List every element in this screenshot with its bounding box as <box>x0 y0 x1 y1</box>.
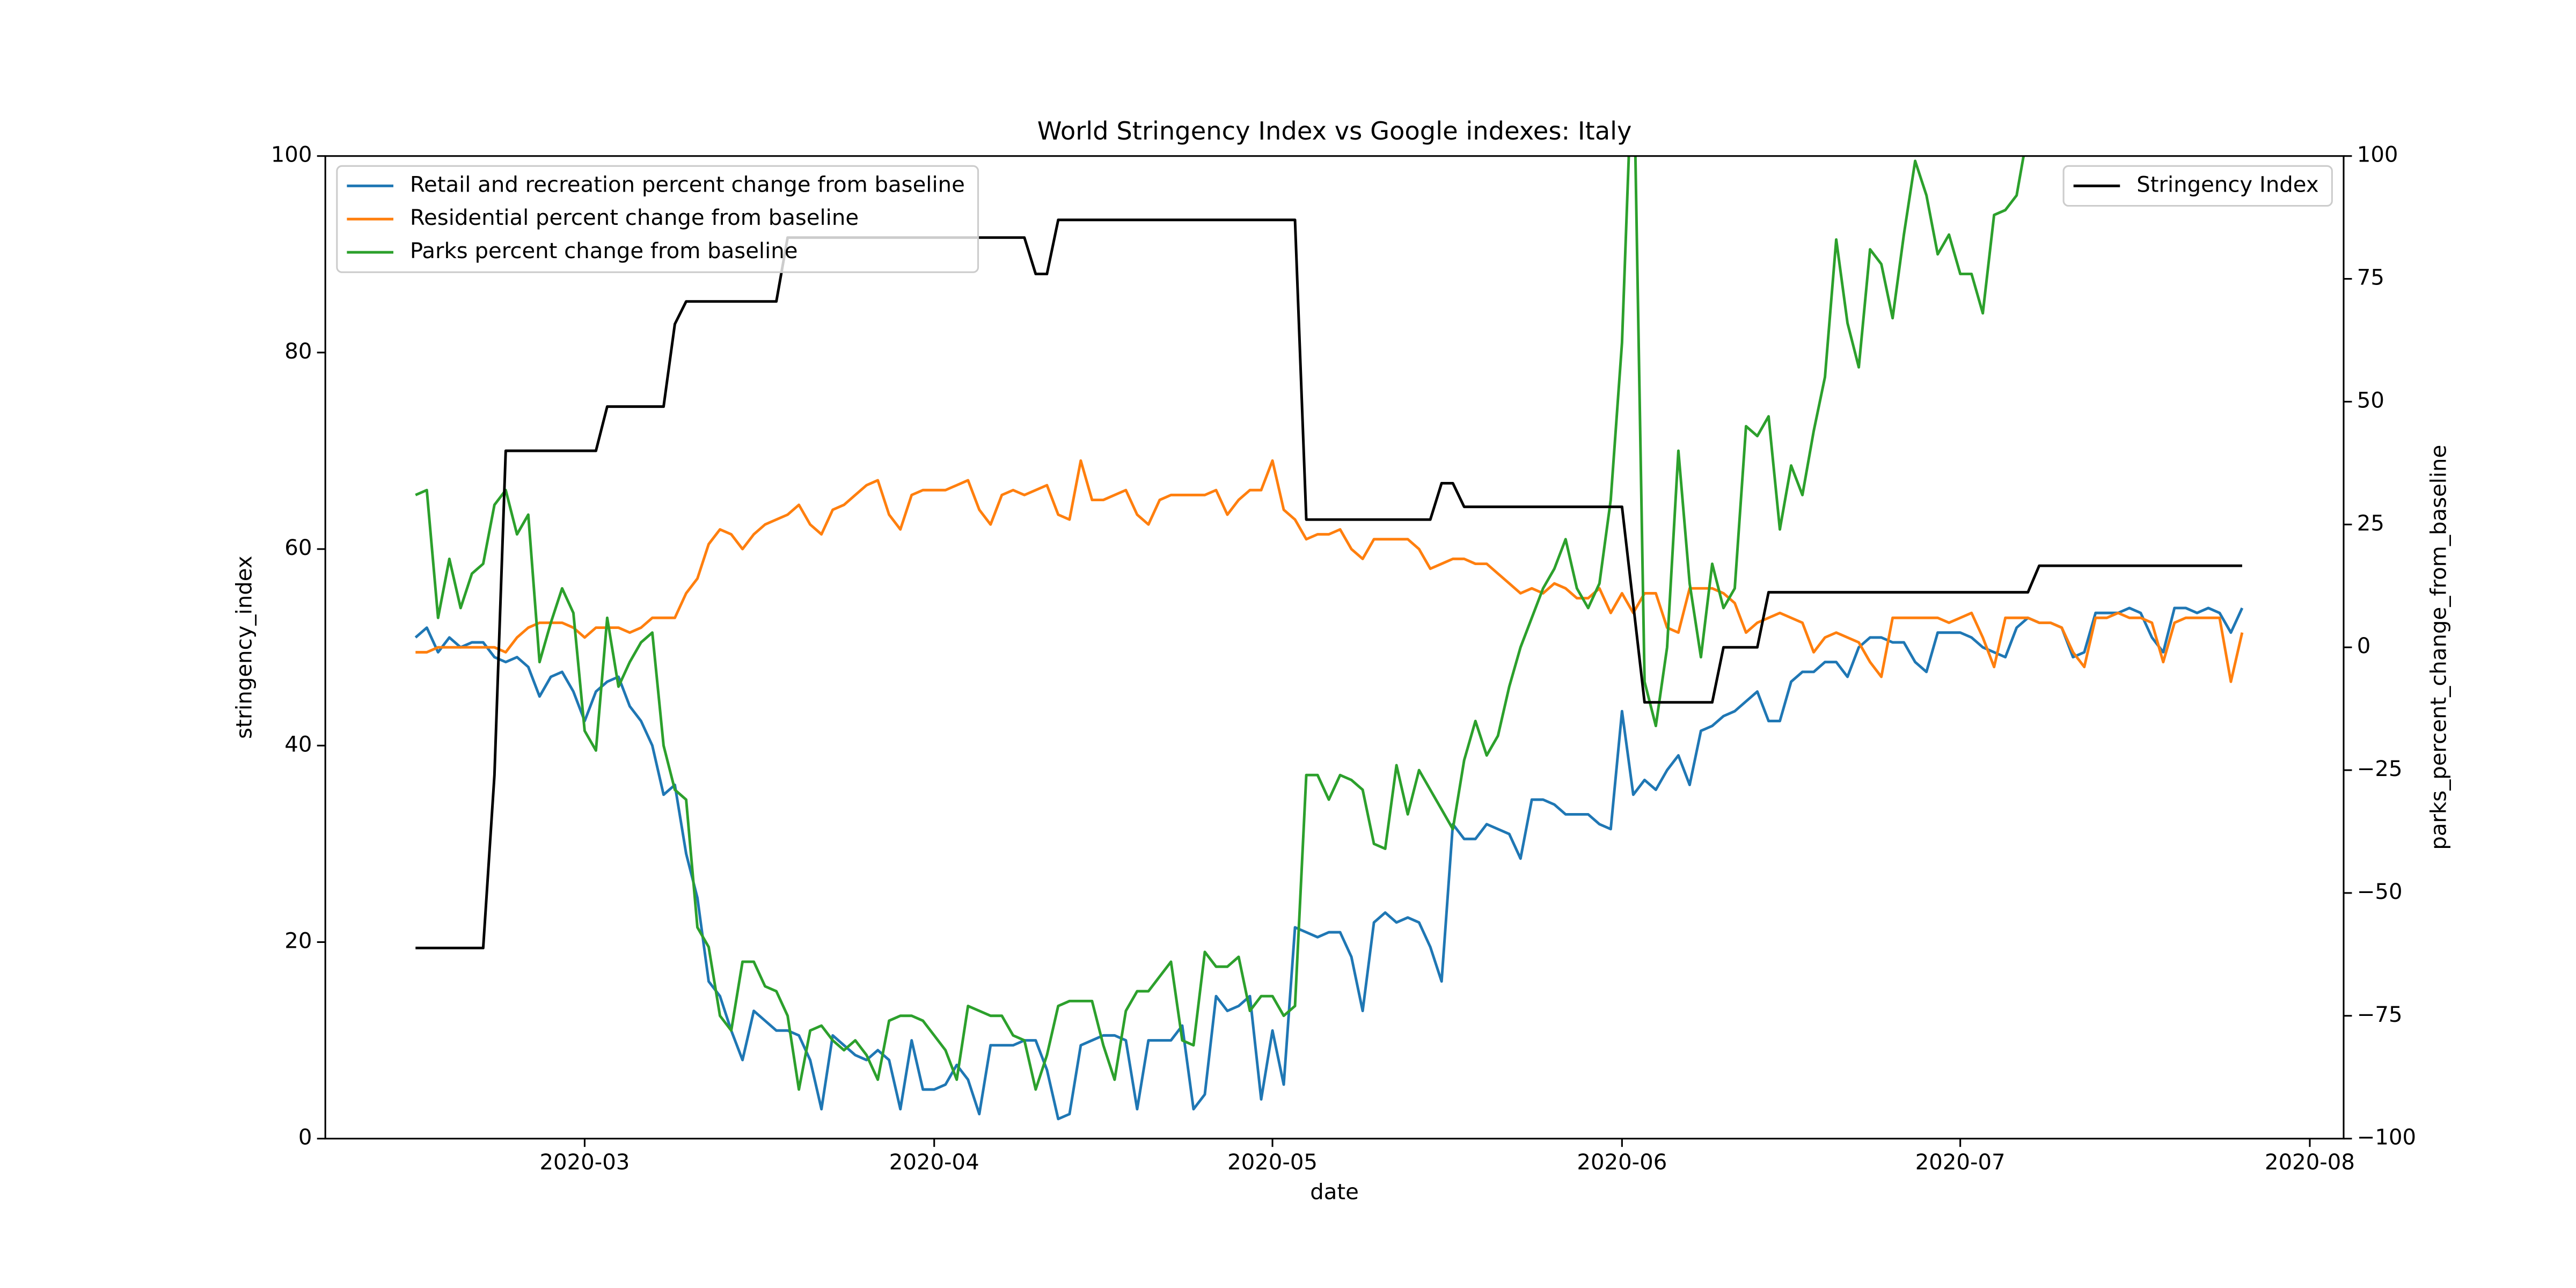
series-line <box>415 156 2025 1091</box>
y-tick-label: 20 <box>284 928 312 953</box>
x-tick-label: 2020-04 <box>889 1150 979 1175</box>
legend-box <box>336 165 979 273</box>
legend-label: Parks percent change from baseline <box>410 239 798 264</box>
y2-axis-label: parks_percent_change_from_baseline <box>2426 445 2451 850</box>
legend-label: Retail and recreation percent change fro… <box>410 172 965 197</box>
x-tick-label: 2020-08 <box>2265 1150 2355 1175</box>
y2-tick-label: 25 <box>2357 511 2384 536</box>
legend-box <box>2062 165 2333 207</box>
legend: Stringency Index <box>2062 165 2333 207</box>
y-axis-label: stringency_index <box>232 555 257 738</box>
y-tick-label: 80 <box>284 339 312 364</box>
y2-tick-label: 75 <box>2357 266 2384 290</box>
y-tick-label: 40 <box>284 732 312 757</box>
y-tick-label: 60 <box>284 536 312 560</box>
legend-label: Stringency Index <box>2136 172 2318 197</box>
series-line <box>415 459 2244 683</box>
y2-tick-label: 0 <box>2357 634 2371 658</box>
y2-tick-label: −75 <box>2357 1002 2403 1027</box>
legend: Retail and recreation percent change fro… <box>336 165 979 273</box>
y2-tick-label: −25 <box>2357 757 2403 781</box>
x-tick-label: 2020-07 <box>1915 1150 2006 1175</box>
x-tick-label: 2020-06 <box>1577 1150 1667 1175</box>
series-line <box>414 606 2244 1121</box>
x-tick-label: 2020-03 <box>539 1150 630 1175</box>
plot-lines <box>414 156 2244 1121</box>
chart-title: World Stringency Index vs Google indexes… <box>1037 116 1632 145</box>
series-line <box>415 218 2242 949</box>
y2-tick-label: −50 <box>2357 880 2403 904</box>
axes-frame <box>324 155 2345 1140</box>
x-axis-label: date <box>1310 1180 1359 1205</box>
y2-tick-label: 50 <box>2357 388 2384 413</box>
x-tick-label: 2020-05 <box>1227 1150 1318 1175</box>
y2-tick-label: −100 <box>2357 1125 2416 1150</box>
y-tick-label: 0 <box>298 1125 312 1150</box>
y-tick-label: 100 <box>271 143 312 167</box>
legend-label: Residential percent change from baseline <box>410 206 859 230</box>
y2-tick-label: 100 <box>2357 143 2398 167</box>
